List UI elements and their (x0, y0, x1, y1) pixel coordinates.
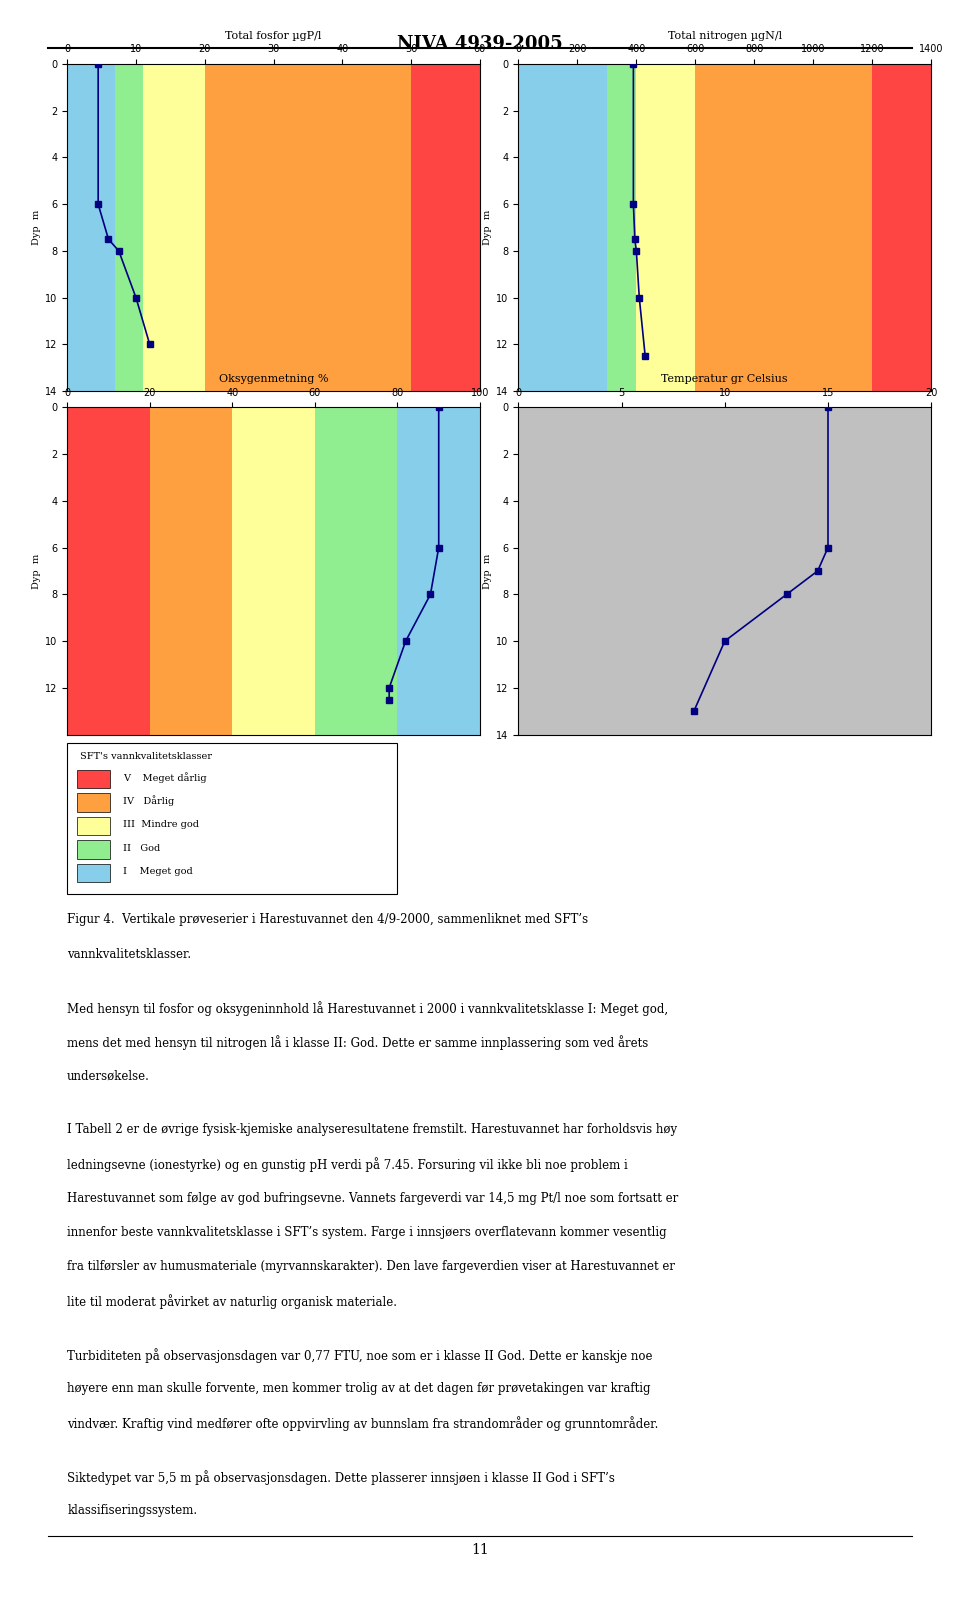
Text: SFT's vannkvalitetsklasser: SFT's vannkvalitetsklasser (81, 752, 212, 760)
Text: 11: 11 (471, 1543, 489, 1557)
FancyBboxPatch shape (67, 743, 397, 894)
Bar (397, 407, 480, 735)
Bar (77, 864, 110, 882)
Y-axis label: Dyp  m: Dyp m (483, 553, 492, 589)
Bar (67, 64, 115, 391)
Bar (232, 407, 315, 735)
Text: klassifiseringssystem.: klassifiseringssystem. (67, 1504, 198, 1517)
Text: Harestuvannet som følge av god bufringsevne. Vannets fargeverdi var 14,5 mg Pt/l: Harestuvannet som følge av god bufringse… (67, 1191, 679, 1204)
Text: I    Meget god: I Meget god (123, 867, 193, 877)
Text: III  Mindre god: III Mindre god (123, 819, 200, 829)
Text: mens det med hensyn til nitrogen lå i klasse II: God. Dette er samme innplasseri: mens det med hensyn til nitrogen lå i kl… (67, 1035, 648, 1051)
Text: vannkvalitetsklasser.: vannkvalitetsklasser. (67, 947, 191, 961)
Bar (77, 840, 110, 859)
Bar (67, 407, 150, 735)
Text: Turbiditeten på observasjonsdagen var 0,77 FTU, noe som er i klasse II God. Dett: Turbiditeten på observasjonsdagen var 0,… (67, 1348, 653, 1362)
Bar (77, 770, 110, 787)
Bar (115, 64, 143, 391)
Bar (77, 794, 110, 811)
Bar (636, 64, 695, 391)
Text: Med hensyn til fosfor og oksygeninnhold lå Harestuvannet i 2000 i vannkvalitetsk: Med hensyn til fosfor og oksygeninnhold … (67, 1001, 668, 1016)
Text: I Tabell 2 er de øvrige fysisk-kjemiske analyseresultatene fremstilt. Harestuvan: I Tabell 2 er de øvrige fysisk-kjemiske … (67, 1123, 678, 1135)
Bar (695, 64, 873, 391)
Bar (873, 64, 931, 391)
Text: Figur 4.  Vertikale prøveserier i Harestuvannet den 4/9-2000, sammenliknet med S: Figur 4. Vertikale prøveserier i Harestu… (67, 913, 588, 926)
Bar (315, 407, 397, 735)
Text: vindvær. Kraftig vind medfører ofte oppvirvling av bunnslam fra strandområder og: vindvær. Kraftig vind medfører ofte oppv… (67, 1417, 659, 1431)
Text: ledningsevne (ionestyrke) og en gunstig pH verdi på 7.45. Forsuring vil ikke bli: ledningsevne (ionestyrke) og en gunstig … (67, 1158, 628, 1172)
Bar (518, 64, 607, 391)
Text: innenfor beste vannkvalitetsklasse i SFT’s system. Farge i innsjøers overflateva: innenfor beste vannkvalitetsklasse i SFT… (67, 1226, 667, 1239)
Text: fra tilførsler av humusmateriale (myrvannskarakter). Den lave fargeverdien viser: fra tilførsler av humusmateriale (myrvan… (67, 1260, 675, 1273)
Y-axis label: Dyp  m: Dyp m (32, 553, 41, 589)
Text: høyere enn man skulle forvente, men kommer trolig av at det dagen før prøvetakin: høyere enn man skulle forvente, men komm… (67, 1381, 651, 1396)
Title: Temperatur gr Celsius: Temperatur gr Celsius (661, 374, 788, 383)
Text: Siktedypet var 5,5 m på observasjonsdagen. Dette plasserer innsjøen i klasse II : Siktedypet var 5,5 m på observasjonsdage… (67, 1469, 615, 1485)
Text: V    Meget dårlig: V Meget dårlig (123, 771, 207, 783)
Bar (411, 64, 480, 391)
Text: II   God: II God (123, 843, 160, 853)
Text: NIVA 4939-2005: NIVA 4939-2005 (397, 35, 563, 53)
Title: Total fosfor µgP/l: Total fosfor µgP/l (226, 30, 322, 40)
Text: IV   Dårlig: IV Dårlig (123, 795, 175, 806)
Title: Total nitrogen µgN/l: Total nitrogen µgN/l (668, 30, 781, 40)
Text: lite til moderat påvirket av naturlig organisk materiale.: lite til moderat påvirket av naturlig or… (67, 1295, 397, 1310)
Bar (77, 818, 110, 835)
Bar (607, 64, 636, 391)
Title: Oksygenmetning %: Oksygenmetning % (219, 374, 328, 383)
Text: undersøkelse.: undersøkelse. (67, 1070, 150, 1083)
Bar (143, 64, 204, 391)
Bar (150, 407, 232, 735)
Bar (204, 64, 411, 391)
Y-axis label: Dyp  m: Dyp m (32, 209, 41, 246)
Y-axis label: Dyp  m: Dyp m (483, 209, 492, 246)
